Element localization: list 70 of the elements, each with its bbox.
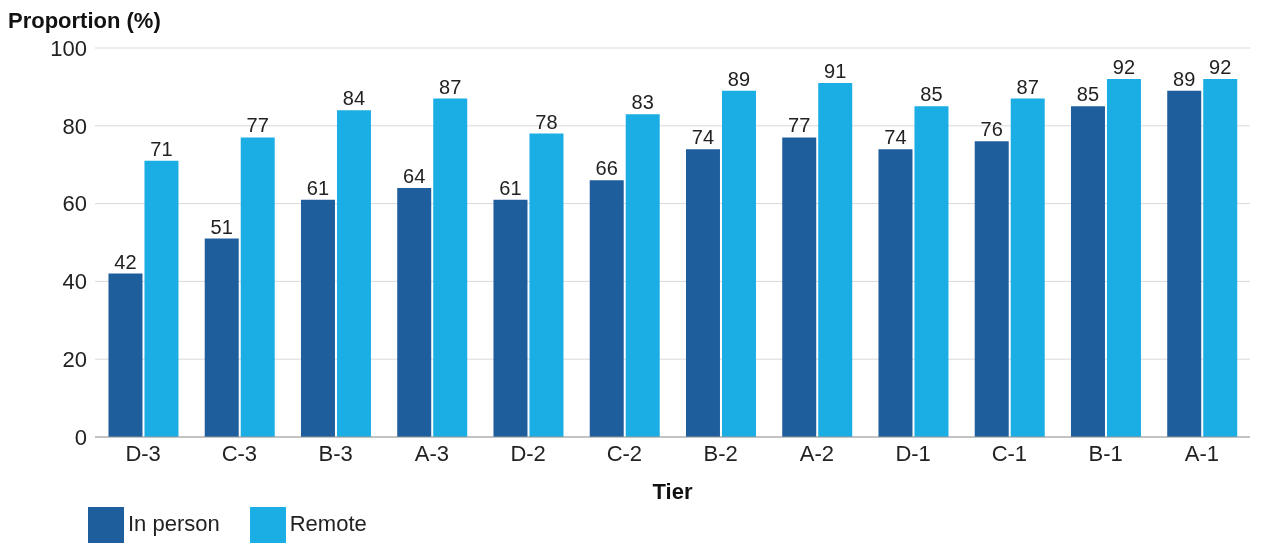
- bar: [144, 160, 179, 437]
- x-tick-label: C-2: [606, 440, 643, 466]
- data-label: 77: [246, 114, 269, 137]
- data-label: 71: [150, 137, 173, 160]
- x-axis-title: Tier: [652, 479, 693, 504]
- data-label: 89: [727, 67, 751, 90]
- data-label: 89: [1173, 67, 1196, 90]
- bar: [818, 83, 853, 437]
- data-label: 91: [824, 60, 847, 83]
- data-label: 61: [499, 176, 522, 199]
- data-label: 85: [920, 83, 943, 106]
- data-label: 42: [114, 250, 137, 273]
- x-tick-label: D-2: [510, 440, 546, 466]
- data-label: 78: [535, 110, 558, 133]
- bar: [1203, 79, 1238, 437]
- y-tick-label: 20: [62, 347, 87, 373]
- bar: [397, 188, 432, 437]
- bar: [782, 137, 817, 437]
- data-label: 83: [631, 91, 654, 114]
- y-tick-label: 60: [62, 191, 87, 217]
- data-label: 92: [1209, 56, 1232, 79]
- bar: [300, 199, 335, 437]
- bar: [589, 180, 624, 437]
- data-label: 77: [788, 114, 811, 137]
- x-tick-label: D-1: [895, 440, 931, 466]
- bar: [240, 137, 275, 437]
- legend-label: Remote: [289, 510, 367, 536]
- bar: [204, 238, 239, 437]
- data-label: 87: [1016, 75, 1039, 98]
- data-label: 66: [595, 157, 618, 180]
- x-tick-label: A-3: [414, 440, 449, 466]
- data-label: 74: [884, 126, 907, 149]
- bar: [336, 110, 371, 437]
- x-tick-label: C-3: [221, 440, 258, 466]
- bar: [721, 90, 756, 437]
- bar: [493, 199, 528, 437]
- data-label: 51: [210, 215, 233, 238]
- y-tick-label: 80: [62, 113, 87, 139]
- data-label: 85: [1076, 83, 1100, 106]
- legend-label: In person: [128, 510, 220, 536]
- bar: [1106, 79, 1141, 437]
- x-tick-label: C-1: [991, 440, 1028, 466]
- bar: [685, 149, 720, 437]
- data-label: 61: [306, 176, 330, 199]
- bar: [1070, 106, 1105, 437]
- x-tick-label: B-1: [1088, 440, 1123, 466]
- x-tick-label: A-2: [799, 440, 834, 466]
- x-tick-label: B-2: [703, 440, 738, 466]
- data-label: 74: [691, 126, 715, 149]
- bar: [1010, 98, 1045, 437]
- bar: [1167, 90, 1202, 437]
- bar: [108, 273, 143, 437]
- bar: [625, 114, 660, 437]
- bar: [974, 141, 1009, 437]
- bar: [529, 133, 564, 437]
- x-tick-label: A-1: [1184, 440, 1219, 466]
- bar: [433, 98, 468, 437]
- data-label: 84: [342, 87, 366, 110]
- bar: [878, 149, 913, 437]
- data-label: 92: [1112, 56, 1136, 79]
- y-tick-label: 100: [50, 35, 87, 61]
- data-label: 76: [980, 118, 1003, 141]
- x-tick-label: B-3: [318, 440, 353, 466]
- bar: [914, 106, 949, 437]
- y-tick-label: 0: [74, 424, 87, 450]
- x-tick-label: D-3: [125, 440, 161, 466]
- data-label: 64: [403, 165, 426, 188]
- y-axis-title: Proportion (%): [8, 8, 161, 34]
- data-label: 87: [439, 75, 462, 98]
- y-tick-label: 40: [62, 269, 87, 295]
